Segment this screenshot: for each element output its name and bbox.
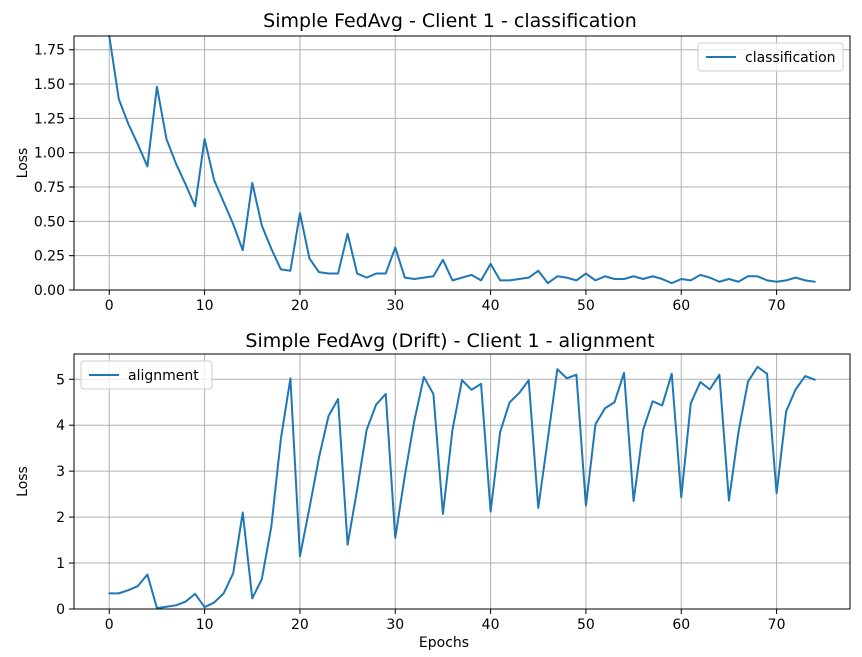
y-axis-label: Loss	[15, 466, 31, 497]
x-tick-label: 0	[105, 617, 114, 633]
legend: alignment	[80, 360, 213, 390]
legend-box	[697, 42, 844, 72]
y-tick-label: 0.00	[34, 283, 65, 299]
y-tick-label: 0.75	[34, 180, 65, 196]
legend-entry-classification: classification	[745, 50, 836, 66]
y-tick-label: 0	[56, 602, 65, 618]
x-tick-label: 10	[196, 617, 214, 633]
y-tick-label: 5	[56, 372, 65, 388]
x-tick-label: 40	[482, 298, 500, 314]
x-tick-label: 0	[105, 298, 114, 314]
x-tick-label: 10	[196, 298, 214, 314]
x-tick-label: 50	[577, 617, 595, 633]
plot-frame	[73, 353, 851, 610]
y-tick-label: 0.25	[34, 249, 65, 265]
chart-title: Simple FedAvg - Client 1 - classificatio…	[263, 10, 637, 32]
x-tick-label: 30	[386, 298, 404, 314]
x-tick-label: 60	[672, 617, 690, 633]
tick-labels: 0 10 20 30 40 50 60 70 0 1 2 3 4 5	[56, 372, 785, 633]
y-axis-label: Loss	[15, 148, 31, 179]
grid-lines	[74, 354, 850, 610]
series-line-alignment	[108, 365, 816, 610]
legend-entry-alignment: alignment	[128, 368, 199, 384]
x-axis-label: Epochs	[419, 635, 469, 651]
series-layer	[108, 365, 816, 610]
y-tick-label: 2	[56, 510, 65, 526]
y-tick-label: 1.75	[34, 43, 65, 59]
legend: classification	[697, 42, 844, 72]
x-tick-label: 70	[768, 617, 786, 633]
x-tick-label: 40	[482, 617, 500, 633]
series-line-classification	[108, 35, 816, 285]
legend-box	[80, 360, 213, 390]
x-tick-label: 30	[386, 617, 404, 633]
y-tick-label: 3	[56, 464, 65, 480]
x-tick-label: 20	[291, 617, 309, 633]
y-tick-label: 1.00	[34, 146, 65, 162]
y-tick-label: 1	[56, 556, 65, 572]
y-tick-label: 4	[56, 418, 65, 434]
x-tick-label: 60	[672, 298, 690, 314]
plot-frame	[73, 35, 851, 291]
x-tick-label: 70	[768, 298, 786, 314]
y-tick-label: 1.50	[34, 77, 65, 93]
series-layer	[108, 35, 816, 285]
y-tick-label: 1.25	[34, 111, 65, 127]
alignment-chart: 0 10 20 30 40 50 60 70 0 1 2 3 4 5 Simple FedAvg (Dri…	[15, 330, 851, 651]
y-tick-label: 0.50	[34, 214, 65, 230]
x-tick-label: 50	[577, 298, 595, 314]
tick-labels: 0 10 20 30 40 50 60 70 0.00 0.25 0.50 0.75 1.00 1.25 1…	[34, 43, 786, 314]
grid-lines	[74, 36, 850, 291]
classification-chart: 0 10 20 30 40 50 60 70 0.00 0.25 0.50 0.75 1.00 1.25 1…	[15, 10, 851, 314]
chart-title: Simple FedAvg (Drift) - Client 1 - align…	[245, 330, 654, 352]
x-tick-label: 20	[291, 298, 309, 314]
